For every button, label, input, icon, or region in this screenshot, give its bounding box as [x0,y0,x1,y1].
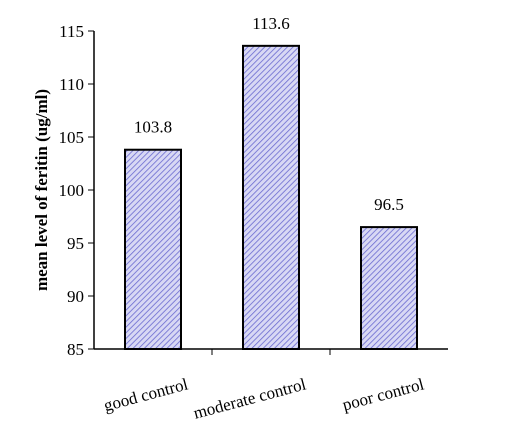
x-category-label: moderate control [191,374,308,422]
y-tick-label: 85 [67,340,84,359]
bar-data-label: 103.8 [134,118,172,137]
y-axis-title: mean level of feritin (ug/ml) [32,89,51,291]
y-tick-label: 115 [59,22,84,41]
y-tick-label: 95 [67,234,84,253]
y-axis-ticks: 85 90 95 100 105 110 115 [59,22,94,359]
x-axis-labels: good control moderate control poor control [102,374,427,422]
y-tick-label: 110 [59,75,84,94]
axes-group [93,31,448,355]
bar-data-label: 113.6 [252,14,290,33]
x-category-label: good control [102,374,191,415]
y-tick-label: 100 [59,181,85,200]
y-tick-label: 90 [67,287,84,306]
bar [124,148,182,350]
bars-group: 103.8 113.6 96.5 [124,14,418,351]
bar-data-label: 96.5 [374,195,404,214]
bar [242,44,300,351]
y-tick-label: 105 [59,128,85,147]
x-category-label: poor control [340,374,426,414]
bar [360,226,418,351]
